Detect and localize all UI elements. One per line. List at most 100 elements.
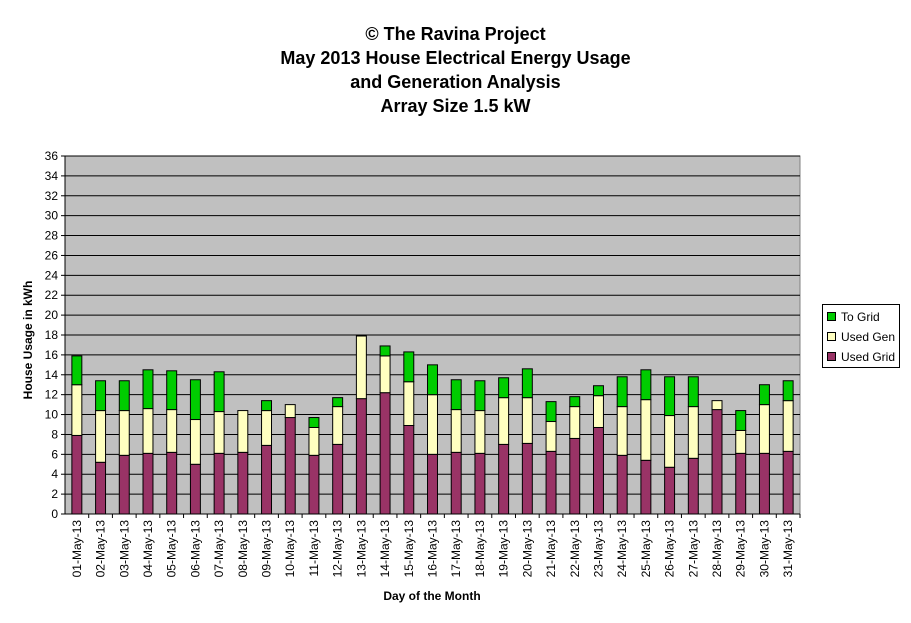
bar-to-grid	[616, 376, 628, 408]
chart-title-line-2: May 2013 House Electrical Energy Usage	[280, 48, 631, 68]
legend-label-used-gen: Used Gen	[841, 330, 896, 344]
bar-used-gen	[758, 404, 770, 454]
bar-used-grid	[118, 454, 130, 515]
y-tick-label: 22	[45, 288, 59, 302]
x-tick-label: 29-May-13	[734, 520, 748, 578]
bar-used-grid	[166, 451, 178, 515]
y-tick-label: 20	[45, 308, 59, 322]
y-tick-label: 12	[45, 388, 59, 402]
bar-used-gen	[118, 410, 130, 456]
chart-title-line-4: Array Size 1.5 kW	[380, 96, 531, 116]
bar-used-gen	[711, 400, 723, 411]
y-tick-label: 34	[45, 169, 59, 183]
bar-used-gen	[189, 419, 201, 465]
x-tick-label: 12-May-13	[331, 520, 345, 578]
y-tick-label: 2	[51, 487, 58, 501]
x-tick-label: 03-May-13	[117, 520, 131, 578]
bar-used-gen	[166, 409, 178, 453]
legend-item-to-grid: To Grid	[827, 310, 880, 324]
x-tick-label: 04-May-13	[141, 520, 155, 578]
bar-used-gen	[569, 406, 581, 439]
bar-used-grid	[427, 453, 438, 515]
x-tick-label: 06-May-13	[188, 520, 202, 578]
x-tick-label: 26-May-13	[663, 520, 677, 578]
x-tick-label: 16-May-13	[426, 520, 440, 578]
bar-to-grid	[142, 369, 154, 410]
bar-used-grid	[284, 417, 296, 515]
bar-to-grid	[95, 380, 107, 412]
bar-to-grid	[640, 369, 652, 401]
bar-used-grid	[189, 463, 201, 515]
bar-used-grid	[545, 450, 557, 515]
x-tick-label: 02-May-13	[94, 520, 108, 578]
bar-to-grid	[71, 355, 83, 386]
x-tick-label: 31-May-13	[781, 520, 795, 578]
bar-used-gen	[284, 404, 296, 419]
legend-swatch-used-grid	[827, 352, 836, 362]
legend-swatch-to-grid	[827, 312, 836, 322]
bar-to-grid	[118, 380, 130, 412]
bar-used-grid	[616, 454, 628, 515]
bar-used-gen	[213, 411, 225, 454]
x-axis-title: Day of the Month	[383, 589, 480, 603]
y-tick-label: 8	[51, 427, 58, 441]
chart-title-line-1: © The Ravina Project	[365, 24, 546, 44]
bar-to-grid	[332, 397, 344, 408]
legend-item-used-gen: Used Gen	[827, 330, 895, 344]
bar-used-grid	[711, 409, 723, 515]
bar-used-grid	[261, 444, 273, 515]
bar-used-gen	[498, 397, 510, 445]
y-tick-label: 32	[45, 189, 59, 203]
bar-used-grid	[474, 452, 486, 515]
x-tick-label: 10-May-13	[283, 520, 297, 578]
y-tick-label: 14	[45, 368, 59, 382]
x-tick-label: 18-May-13	[473, 520, 487, 578]
bar-to-grid	[308, 417, 320, 428]
chart-title-line-3: and Generation Analysis	[350, 72, 561, 92]
bar-to-grid	[379, 345, 391, 357]
chart-legend: To Grid Used Gen Used Grid	[822, 304, 900, 368]
bar-used-gen	[592, 395, 604, 428]
bar-used-gen	[687, 406, 699, 459]
bar-used-grid	[379, 392, 391, 515]
bar-used-grid	[735, 452, 747, 515]
bar-used-gen	[332, 406, 344, 445]
bar-used-grid	[687, 457, 699, 515]
bar-used-grid	[569, 437, 581, 515]
bar-to-grid	[427, 364, 438, 396]
x-tick-label: 07-May-13	[212, 520, 226, 578]
x-tick-label: 15-May-13	[402, 520, 416, 578]
y-tick-label: 4	[51, 467, 58, 481]
bar-to-grid	[474, 380, 486, 412]
y-tick-label: 26	[45, 248, 59, 262]
bar-used-gen	[427, 394, 438, 455]
bar-used-grid	[213, 452, 225, 515]
bar-used-grid	[782, 450, 794, 515]
x-tick-label: 08-May-13	[236, 520, 250, 578]
legend-label-to-grid: To Grid	[841, 310, 880, 324]
x-tick-label: 19-May-13	[497, 520, 511, 578]
legend-item-used-grid: Used Grid	[827, 350, 895, 364]
x-tick-label: 20-May-13	[520, 520, 534, 578]
x-tick-label: 27-May-13	[686, 520, 700, 578]
x-tick-label: 01-May-13	[70, 520, 84, 578]
y-tick-label: 18	[45, 328, 59, 342]
bar-to-grid	[592, 385, 604, 397]
bar-used-grid	[332, 443, 344, 515]
legend-swatch-used-gen	[827, 332, 836, 342]
bar-to-grid	[189, 379, 201, 421]
bar-to-grid	[782, 380, 794, 402]
bar-used-grid	[237, 451, 249, 515]
bar-used-gen	[95, 410, 107, 463]
y-tick-label: 24	[45, 268, 59, 282]
bar-used-gen	[261, 410, 273, 446]
x-tick-label: 23-May-13	[591, 520, 605, 578]
legend-label-used-grid: Used Grid	[841, 350, 896, 364]
bar-used-grid	[450, 451, 462, 515]
bar-used-gen	[450, 409, 462, 453]
bar-used-gen	[640, 399, 652, 461]
bar-used-grid	[521, 442, 533, 515]
x-tick-label: 30-May-13	[757, 520, 771, 578]
y-tick-label: 6	[51, 447, 58, 461]
